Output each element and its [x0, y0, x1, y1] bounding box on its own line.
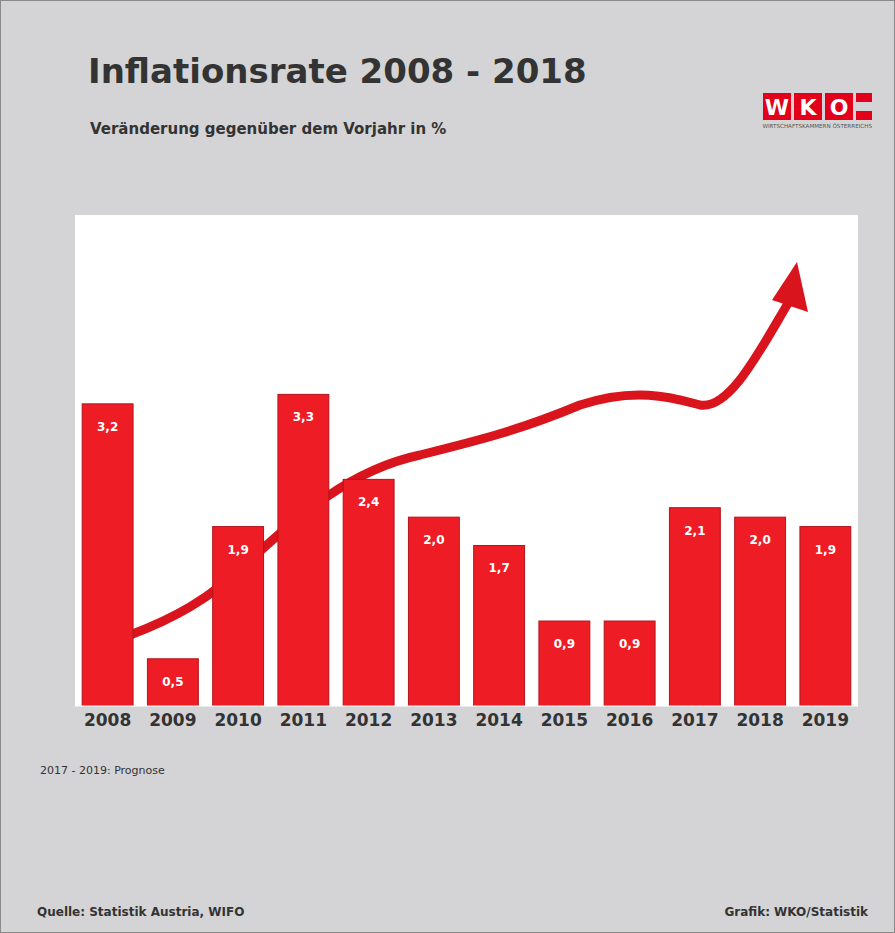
- note: 2017 - 2019: Prognose: [40, 764, 165, 777]
- subtitle: Veränderung gegenüber dem Vorjahr in %: [90, 120, 446, 138]
- credit: Grafik: WKO/Statistik: [724, 905, 869, 919]
- x-tick-label: 2009: [149, 710, 196, 730]
- data-label: 0,9: [554, 637, 575, 651]
- data-label: 2,4: [358, 495, 379, 509]
- bar: [669, 508, 720, 706]
- background: [1, 1, 895, 933]
- x-tick-label: 2016: [606, 710, 653, 730]
- logo-text: WKO: [765, 95, 848, 120]
- bar: [735, 517, 786, 706]
- title: Inflationsrate 2008 - 2018: [88, 51, 587, 91]
- bar: [604, 621, 655, 706]
- bar: [147, 659, 198, 706]
- logo-flag: [856, 111, 872, 120]
- data-label: 1,9: [815, 543, 836, 557]
- x-tick-label: 2013: [410, 710, 457, 730]
- bar: [343, 479, 394, 706]
- bar: [474, 545, 525, 706]
- bar: [213, 527, 264, 706]
- data-label: 2,0: [749, 533, 770, 547]
- data-label: 0,9: [619, 637, 640, 651]
- x-tick-label: 2008: [84, 710, 131, 730]
- bar: [82, 404, 133, 706]
- x-tick-label: 2010: [214, 710, 261, 730]
- bar: [278, 394, 329, 706]
- logo-subtitle: WIRTSCHAFTSKAMMERN ÖSTERREICHS: [762, 122, 872, 129]
- data-label: 0,5: [162, 675, 183, 689]
- x-tick-label: 2014: [475, 710, 522, 730]
- chart: Inflationsrate 2008 - 2018 Veränderung ge…: [0, 0, 895, 933]
- x-tick-label: 2017: [671, 710, 718, 730]
- logo: WKO WIRTSCHAFTSKAMMERN ÖSTERREICHS: [762, 93, 872, 129]
- bar: [539, 621, 590, 706]
- source: Quelle: Statistik Austria, WIFO: [37, 905, 244, 919]
- data-label: 2,0: [423, 533, 444, 547]
- logo-flag: [856, 93, 872, 102]
- bar: [800, 527, 851, 706]
- data-label: 3,2: [97, 420, 118, 434]
- baseline: [75, 706, 858, 707]
- data-label: 1,9: [227, 543, 248, 557]
- x-tick-label: 2015: [541, 710, 588, 730]
- data-label: 1,7: [488, 561, 509, 575]
- bar: [408, 517, 459, 706]
- plot-area: [75, 215, 858, 706]
- x-tick-label: 2011: [280, 710, 327, 730]
- x-tick-label: 2019: [802, 710, 849, 730]
- x-tick-label: 2018: [736, 710, 783, 730]
- data-label: 3,3: [293, 410, 314, 424]
- data-label: 2,1: [684, 524, 705, 538]
- labels: 3,2 2008 0,5 2009 1,9 2010 3,3 2011 2,4 2012 2,0 20…: [84, 410, 849, 730]
- bars: [82, 394, 851, 706]
- x-tick-label: 2012: [345, 710, 392, 730]
- trend-arrow-head: [772, 262, 808, 312]
